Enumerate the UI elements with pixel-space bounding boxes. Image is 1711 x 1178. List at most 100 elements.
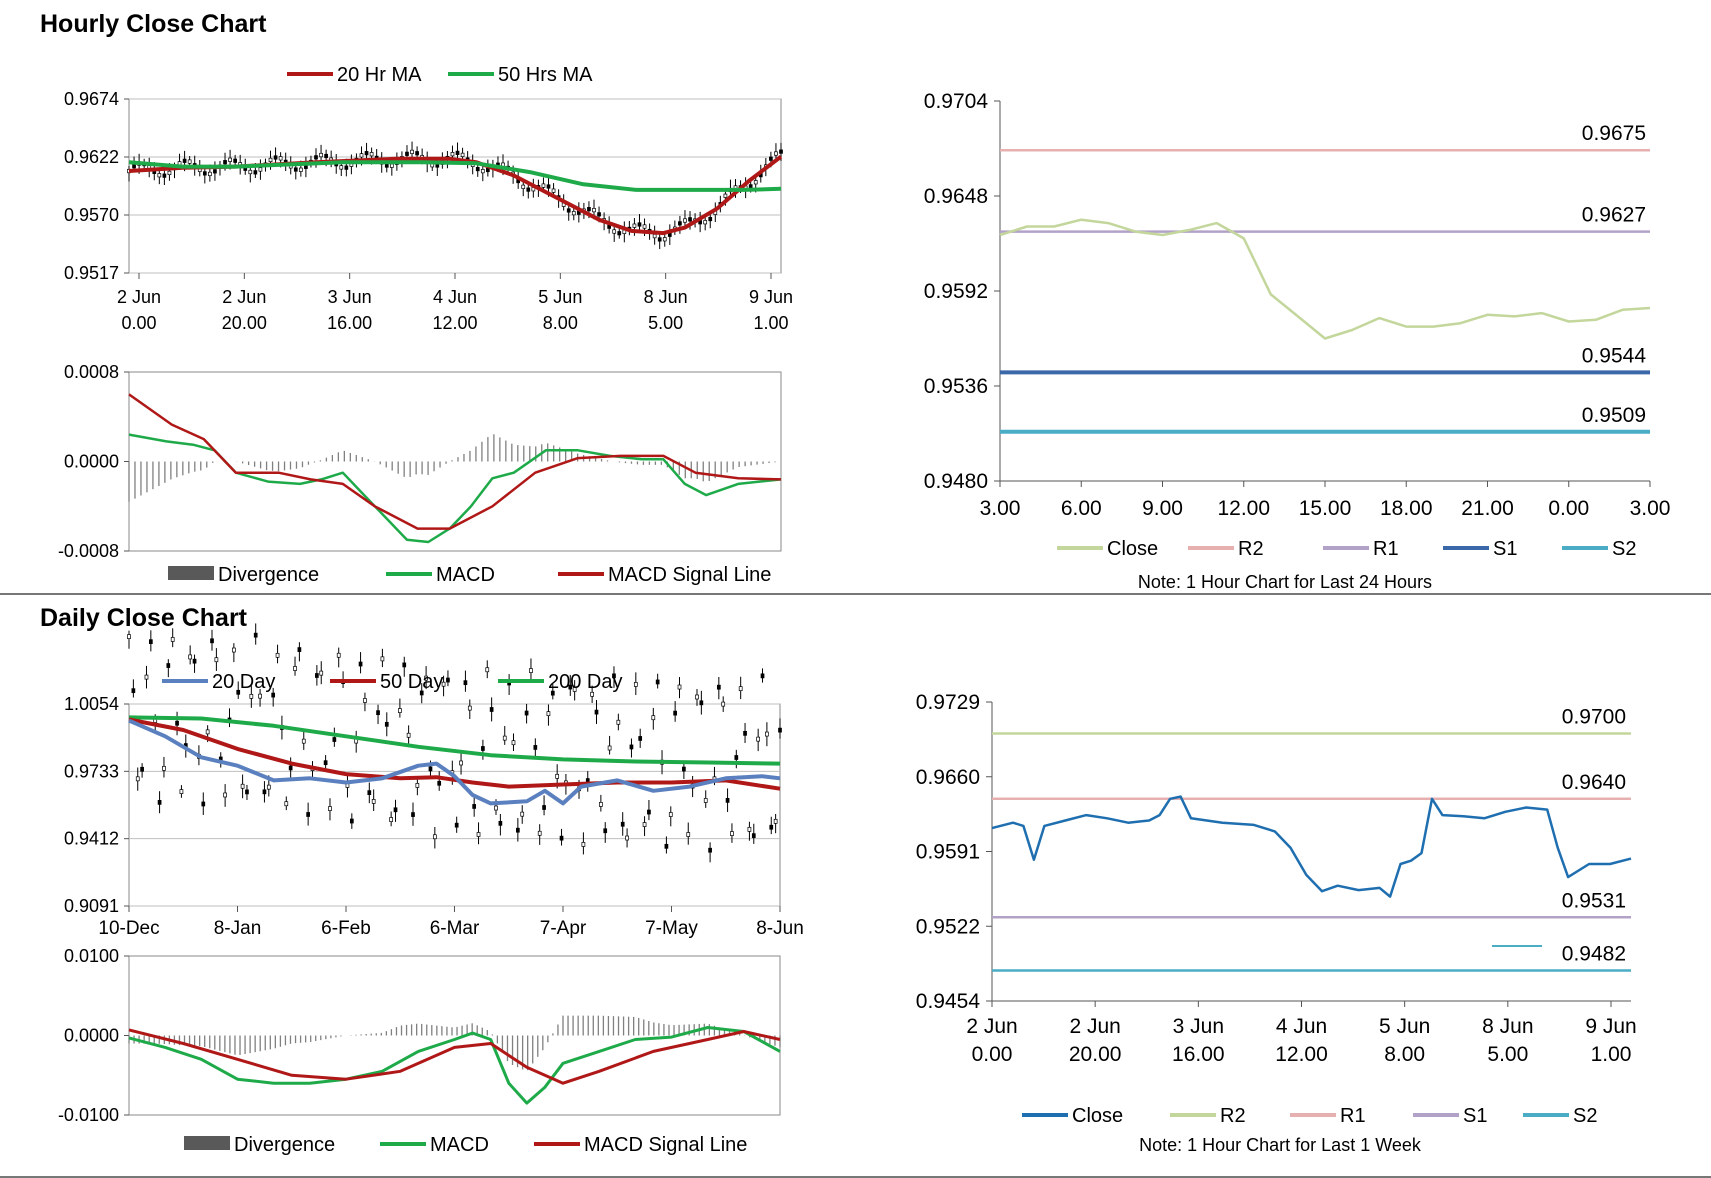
daily-week-ytick-label: 0.9522 (916, 915, 980, 938)
hourly-price-candle (642, 224, 647, 229)
daily-price-candle (542, 805, 546, 810)
daily-price-candle (485, 667, 490, 673)
daily-price-candle (319, 670, 324, 676)
hourly-24h-xtick-label: 0.00 (1548, 497, 1589, 520)
daily-price-candle (253, 632, 258, 638)
daily-price-candle (529, 668, 533, 673)
daily-price-candle (332, 737, 337, 742)
hourly-price-candle (688, 217, 692, 222)
daily-price-candle (734, 755, 739, 760)
hourly-price-candle (769, 156, 773, 161)
daily-price-candle (673, 710, 677, 716)
daily-price-candle (288, 765, 293, 771)
daily-price-candle (686, 832, 691, 837)
daily-week-xtick-label: 20.00 (1069, 1043, 1122, 1066)
hourly-price-candle (359, 153, 364, 158)
daily-price-candle (393, 807, 398, 813)
hourly-price-candle (521, 184, 526, 189)
daily-price-candle (384, 721, 389, 727)
daily-price-candle (481, 746, 485, 751)
daily-price-candle (389, 817, 393, 822)
daily-price-candle (620, 821, 625, 827)
hourly-price-candle (455, 150, 460, 155)
hourly-price-candle (541, 183, 546, 188)
daily-price-candle (572, 687, 577, 692)
hourly-price-candle (597, 212, 601, 217)
daily-week-xtick-label: 8 Jun (1482, 1015, 1533, 1038)
daily-price-legend-label: 50 Day (380, 671, 443, 693)
hourly-price-xtick-label: 5.00 (648, 313, 683, 333)
hourly-price-candle (187, 159, 192, 164)
daily-price-candle (249, 693, 254, 699)
daily-price-candle (647, 809, 651, 815)
hourly-24h-legend-label: Close (1107, 538, 1158, 560)
daily-week-xtick-label: 12.00 (1275, 1043, 1328, 1066)
daily-price-legend-label: 20 Day (212, 671, 275, 693)
daily-price-ytick-label: 0.9733 (64, 761, 119, 781)
hourly-price-candle (546, 184, 551, 189)
hourly-price-candle (526, 187, 531, 192)
daily-price-candle (192, 658, 197, 664)
daily-week-level-label-r2: 0.9700 (1562, 706, 1626, 729)
hourly-price-candle (587, 207, 591, 212)
hourly-24h-level-label-r2: 0.9675 (1582, 122, 1646, 145)
daily-price-series-50-day (128, 717, 781, 791)
daily-price-candle (520, 811, 525, 817)
daily-price-candle (555, 773, 560, 779)
daily-price-candle (668, 812, 673, 817)
daily-price-xtick-label: 6-Feb (321, 918, 371, 939)
hourly-24h-xtick-label: 21.00 (1461, 497, 1514, 520)
daily-price-candle (616, 719, 621, 725)
daily-price-xtick-label: 8-Jan (214, 918, 262, 939)
daily-macd-legend-swatch (184, 1136, 230, 1150)
hourly-price-candle (662, 237, 667, 242)
daily-price-candle (590, 691, 594, 697)
daily-price-candle (127, 634, 131, 639)
daily-price-candle (223, 792, 227, 798)
daily-price-candle (419, 690, 424, 696)
daily-price-candle (664, 843, 669, 849)
daily-price-candle (371, 799, 376, 804)
daily-price-candle (476, 832, 481, 837)
daily-price-candle (612, 673, 616, 679)
daily-price-candle (533, 745, 538, 750)
daily-price-plot-frame (128, 703, 781, 907)
hourly-price-candle (182, 158, 187, 163)
daily-price-candle (773, 818, 778, 824)
daily-price-candle (188, 654, 193, 660)
daily-macd-series-macd (128, 1026, 781, 1105)
hourly-price-candle (228, 157, 232, 162)
daily-week-level-label-s1: 0.9531 (1562, 889, 1626, 912)
daily-price-candle (411, 812, 415, 817)
daily-price-candle (537, 830, 542, 836)
daily-price-candle (271, 692, 276, 698)
daily-price-candle (738, 686, 743, 692)
hourly-price-xtick-label: 2 Jun (222, 287, 266, 307)
daily-price-candle (336, 652, 341, 658)
daily-week-xtick-label: 3 Jun (1173, 1015, 1224, 1038)
daily-price-candle (638, 736, 643, 741)
hourly-price-candle (253, 170, 258, 175)
daily-price-xtick-label: 7-Apr (540, 918, 587, 939)
hourly-24h-series-close (999, 218, 1651, 340)
hourly-price-candle (273, 155, 278, 160)
daily-price-xtick-label: 6-Mar (430, 918, 480, 939)
daily-price-candle (240, 783, 245, 789)
daily-price-candle (625, 835, 629, 841)
hourly-price-ytick-label: 0.9570 (64, 205, 119, 225)
daily-price-candle (205, 729, 210, 735)
daily-price-candle (454, 822, 459, 828)
daily-week-legend-label: Close (1072, 1105, 1123, 1127)
hourly-price-candle (278, 156, 283, 161)
hourly-24h-xtick-label: 9.00 (1142, 497, 1183, 520)
hourly-macd-ytick-label: 0.0000 (64, 452, 119, 472)
hourly-24h-xtick-label: 6.00 (1061, 497, 1102, 520)
daily-price-candle (402, 662, 407, 668)
hourly-price-candle (314, 155, 318, 160)
hourly-price-candle (319, 152, 323, 158)
hourly-price-candle (405, 151, 409, 156)
daily-price-candle (148, 639, 153, 645)
hourly-price-candle (551, 188, 556, 193)
hourly-price-candle (415, 151, 419, 156)
